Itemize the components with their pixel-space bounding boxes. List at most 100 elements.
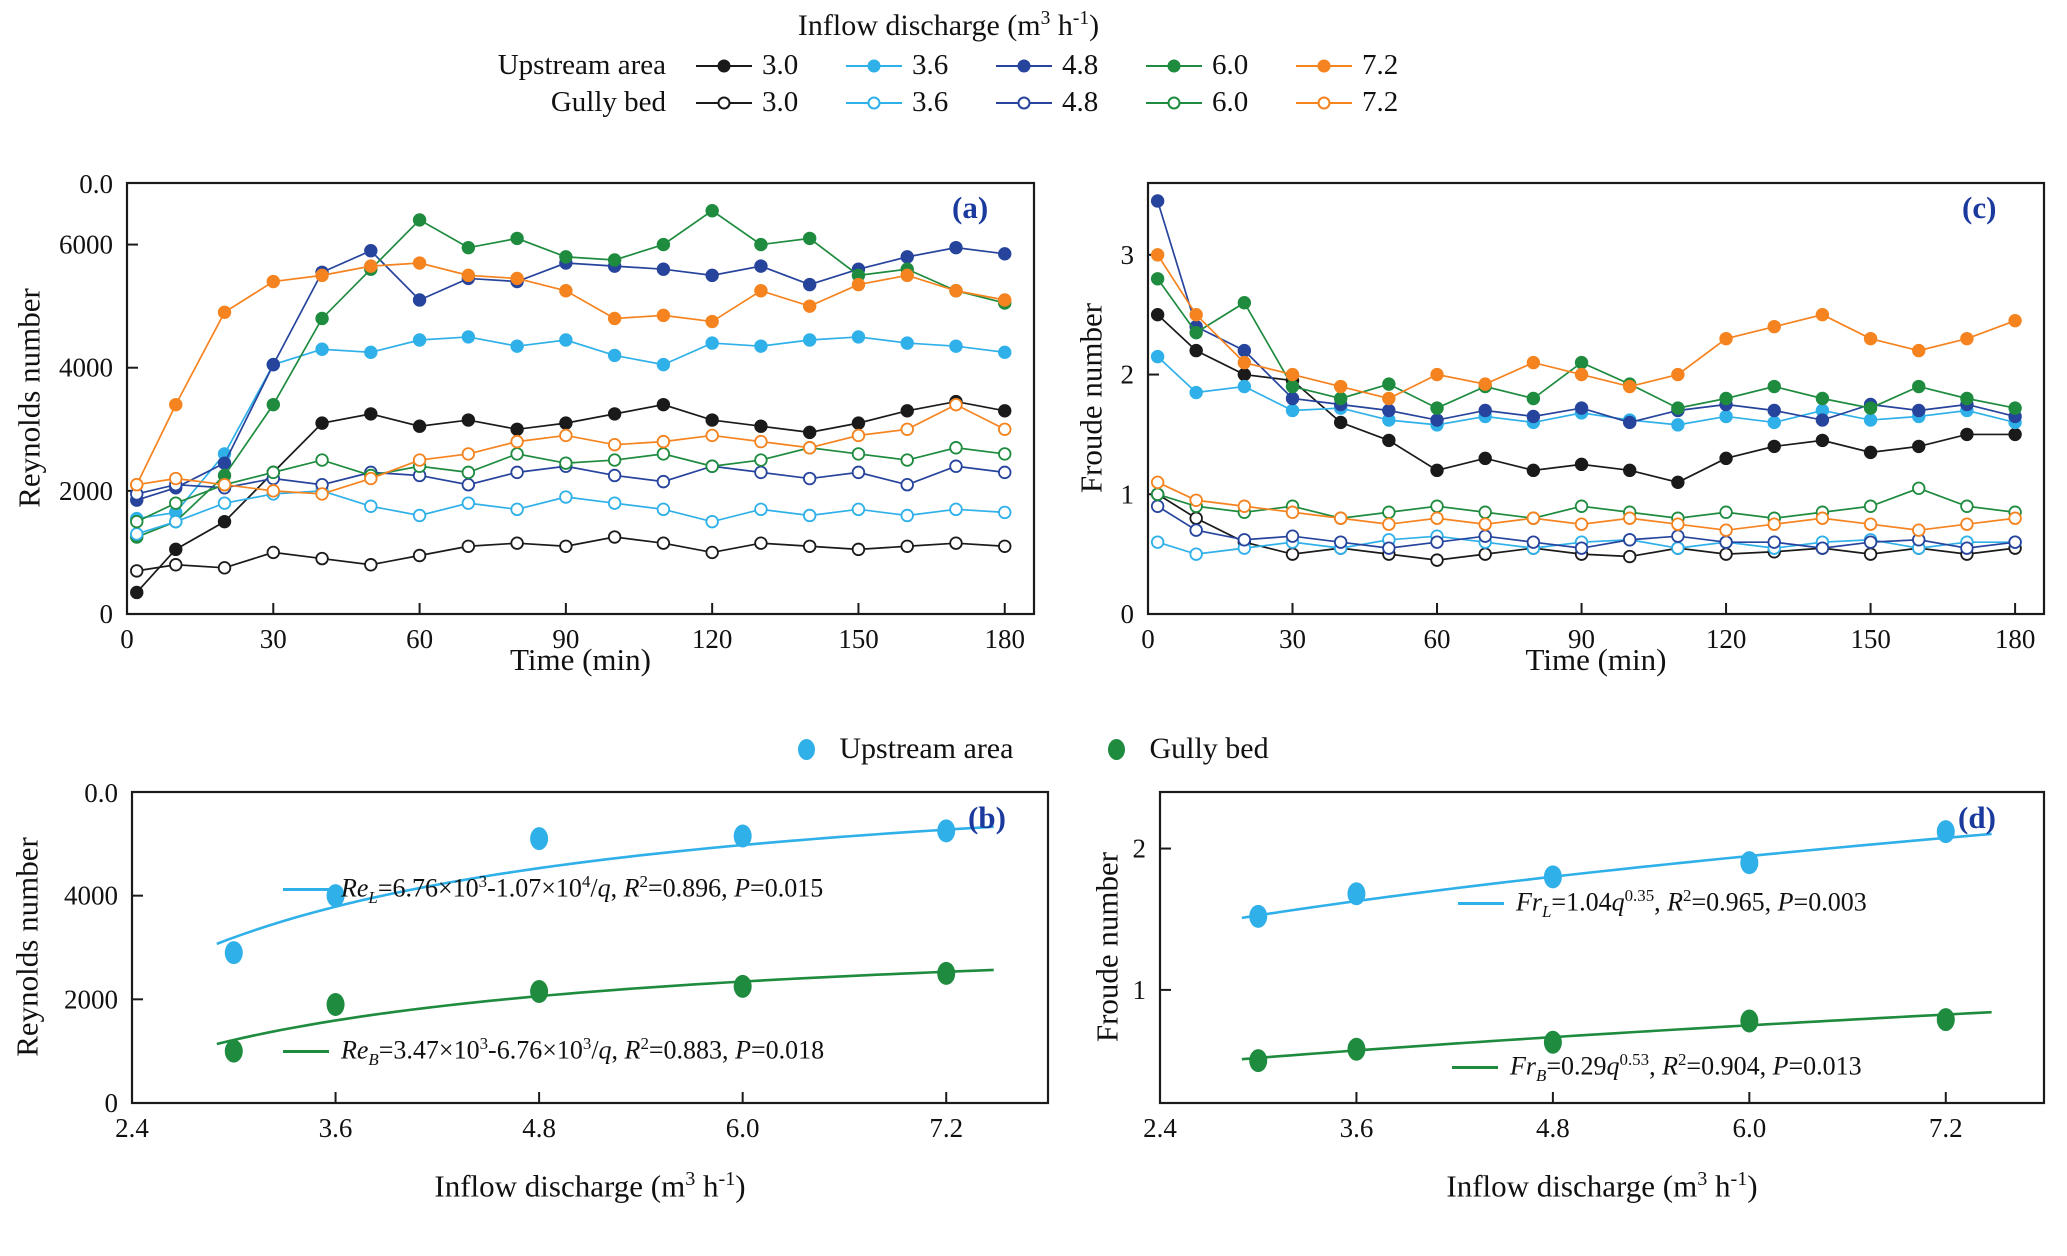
data-point <box>851 277 866 292</box>
data-point <box>1150 535 1165 549</box>
data-point <box>510 271 524 286</box>
data-point <box>217 456 232 470</box>
legend-marker-open <box>696 95 752 111</box>
data-point <box>169 542 183 557</box>
data-point <box>1237 367 1252 382</box>
data-point <box>1382 403 1396 418</box>
data-point <box>656 262 671 276</box>
data-point <box>1863 535 1878 549</box>
data-point <box>705 314 719 329</box>
legend-marker-filled <box>846 58 902 74</box>
data-point <box>998 293 1012 307</box>
legend-row: Upstream area 3.0 3.6 4.8 6.0 7.2 <box>451 47 1446 84</box>
x-tick-label: 120 <box>1706 624 1747 654</box>
x-tick-label: 150 <box>1850 624 1891 654</box>
y-axis-title-c: Froude number <box>1073 302 1109 494</box>
y-tick-label: 3 <box>1121 240 1135 270</box>
data-point <box>315 268 329 283</box>
data-point <box>1237 343 1252 358</box>
data-point <box>1150 487 1165 501</box>
data-point <box>754 259 768 273</box>
legend-marker-open <box>846 95 902 111</box>
x-tick-label: 120 <box>692 624 733 654</box>
legend-marker-filled <box>696 58 752 74</box>
panel-label-c: (c) <box>1962 190 1997 225</box>
data-point <box>266 274 280 289</box>
data-point <box>510 339 524 353</box>
y-tick-label: 1 <box>1121 479 1135 509</box>
data-point <box>559 490 573 504</box>
scatter-point <box>733 974 752 998</box>
data-point <box>130 585 144 600</box>
x-tick-label: 4.8 <box>522 1113 556 1143</box>
data-point <box>607 496 622 510</box>
data-point <box>1526 355 1541 370</box>
data-point <box>461 539 476 553</box>
data-point <box>998 465 1012 480</box>
data-point <box>1285 403 1300 418</box>
data-point <box>1333 415 1348 430</box>
data-point <box>1671 475 1685 490</box>
data-point <box>1767 415 1781 430</box>
data-point <box>364 471 378 486</box>
data-point <box>1719 409 1733 424</box>
x-tick-label: 90 <box>552 624 579 654</box>
data-point <box>364 259 378 273</box>
data-point <box>1912 481 1926 495</box>
data-point <box>1815 391 1830 406</box>
x-tick-label: 30 <box>260 624 287 654</box>
fit-curve <box>1241 832 1992 920</box>
data-point <box>364 499 378 513</box>
data-point <box>1237 355 1252 370</box>
scatter-point <box>937 819 956 843</box>
equation-text: ReB=3.47×103-6.76×103/q, R2=0.883, P=0.0… <box>341 1034 825 1069</box>
y-tick-label: 4000 <box>64 881 118 911</box>
data-point <box>1719 331 1733 346</box>
data-point <box>130 564 144 578</box>
data-point <box>851 502 866 517</box>
axis-box-d <box>1158 790 2046 1105</box>
data-point <box>1478 451 1492 466</box>
data-point <box>1912 523 1926 537</box>
data-point <box>1237 296 1252 310</box>
data-point <box>900 453 914 467</box>
panel-label-a: (a) <box>952 190 989 225</box>
data-point <box>949 459 963 473</box>
data-point <box>2008 401 2022 415</box>
data-point <box>949 536 963 550</box>
data-point <box>1574 499 1589 513</box>
data-point <box>2008 535 2022 549</box>
data-point <box>510 465 524 480</box>
data-point <box>1189 547 1203 561</box>
axis-box-c <box>1146 181 2046 616</box>
data-point <box>705 514 719 529</box>
data-point <box>1960 427 1974 442</box>
scatter-point <box>1740 851 1759 875</box>
data-point <box>802 277 817 292</box>
data-point <box>851 428 866 443</box>
data-point <box>510 502 524 517</box>
scatter-point <box>937 961 956 985</box>
equation-text: FrL=1.04q0.35, R2=0.965, P=0.003 <box>1516 886 1867 921</box>
data-point <box>754 453 768 467</box>
data-point <box>1189 385 1203 400</box>
data-point <box>412 213 427 227</box>
data-point <box>1478 377 1492 391</box>
legend-value: 7.2 <box>1362 49 1399 81</box>
x-axis-title-c: Time (min) <box>1525 642 1667 677</box>
data-point <box>1719 523 1733 537</box>
data-point <box>607 453 622 467</box>
legend-row-label: Gully bed <box>550 86 666 118</box>
data-point <box>412 419 427 433</box>
y-axis-title-b: Reynolds number <box>9 837 45 1057</box>
data-point <box>364 345 378 360</box>
data-point <box>412 256 427 270</box>
data-point <box>1574 457 1589 472</box>
data-point <box>559 284 573 298</box>
data-point <box>1863 331 1878 346</box>
data-point <box>1815 307 1830 322</box>
legend-mid-label: Gully bed <box>1149 732 1269 765</box>
data-point <box>607 530 622 544</box>
x-axis-title-b: Inflow discharge (m3 h-1) <box>434 1168 746 1204</box>
data-point <box>559 416 573 430</box>
